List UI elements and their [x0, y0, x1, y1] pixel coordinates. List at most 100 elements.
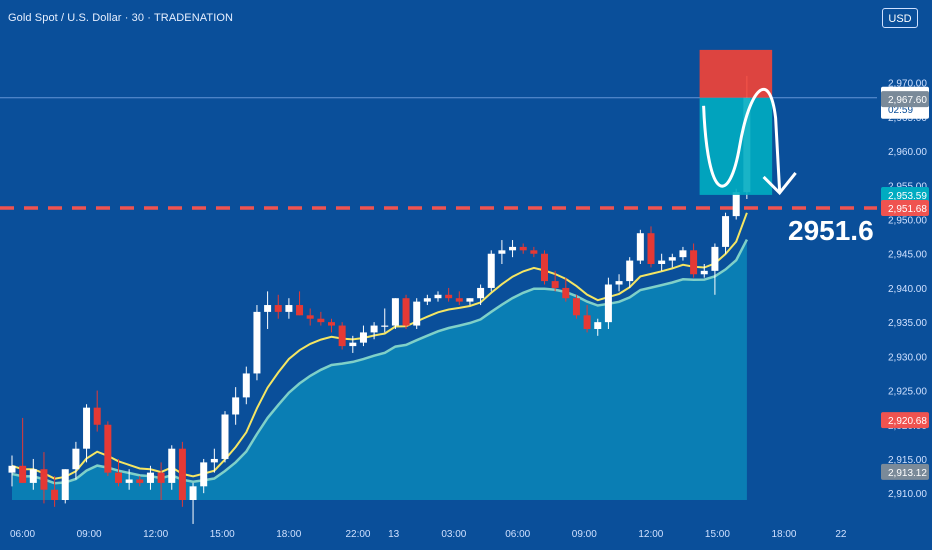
price-tag — [881, 91, 929, 108]
x-tick-label: 12:00 — [638, 529, 663, 540]
candle-body — [690, 250, 698, 275]
candle-body — [626, 260, 634, 282]
candle-body — [487, 253, 495, 288]
y-tick-label: 2,935.00 — [888, 318, 927, 329]
candle-body — [306, 315, 314, 319]
candle-body — [530, 250, 538, 254]
candle-body — [402, 298, 410, 326]
candle-body — [519, 246, 527, 251]
y-tick-label: 2,925.00 — [888, 387, 927, 398]
y-tick-label: 2,970.00 — [888, 79, 927, 90]
candle-body — [679, 250, 687, 258]
candle-body — [711, 246, 719, 271]
candle-body — [434, 294, 442, 299]
candle-body — [604, 284, 612, 323]
candle-body — [296, 305, 304, 316]
candle-body — [51, 489, 59, 500]
x-tick-label: 13 — [388, 529, 400, 540]
candle-body — [391, 298, 399, 326]
ema-slow-line — [11, 239, 749, 485]
chart-title: Gold Spot / U.S. Dollar · 30 · TRADENATI… — [8, 12, 234, 24]
candle-body — [93, 407, 101, 425]
price-tag-label: 2,920.68 — [888, 416, 927, 427]
candle-body — [359, 332, 367, 343]
candle-body — [242, 373, 250, 398]
price-tag-label: 2,953.59 — [888, 191, 927, 202]
candle-body — [445, 294, 453, 299]
y-tick-label: 2,955.00 — [888, 181, 927, 192]
y-tick-label: 2,960.00 — [888, 147, 927, 158]
candle-body — [668, 257, 676, 261]
candle-body — [509, 246, 517, 251]
candle-body — [115, 472, 122, 483]
candle-body — [61, 469, 69, 500]
candle-body — [722, 216, 730, 247]
candle-body — [636, 233, 644, 261]
candle-body — [29, 469, 37, 483]
x-tick-label: 06:00 — [10, 529, 35, 540]
price-tag-label: 2,967.60 — [888, 95, 927, 106]
candle-body — [253, 311, 261, 374]
x-tick-label: 15:00 — [210, 529, 235, 540]
candle-body — [615, 281, 623, 285]
y-tick-label: 2,950.00 — [888, 216, 927, 227]
x-tick-label: 22 — [835, 529, 847, 540]
y-tick-label: 2,940.00 — [888, 284, 927, 295]
candle-body — [381, 325, 389, 327]
price-tag-label: 2,951.68 — [888, 204, 927, 215]
candle-body — [200, 462, 208, 487]
level-label: 2951.6 — [788, 215, 874, 246]
candle-body — [466, 298, 474, 302]
candle-body — [594, 322, 602, 329]
x-tick-label: 09:00 — [572, 529, 597, 540]
y-tick-label: 2,910.00 — [888, 489, 927, 500]
candle-body — [349, 342, 357, 347]
candle-body — [264, 305, 272, 312]
x-tick-label: 18:00 — [771, 529, 796, 540]
candle-body — [40, 469, 48, 490]
candle-body — [541, 253, 548, 282]
x-tick-label: 03:00 — [441, 529, 466, 540]
x-tick-label: 12:00 — [143, 529, 168, 540]
candle-body — [370, 325, 378, 333]
currency-button[interactable]: USD — [882, 8, 918, 28]
candle-body — [285, 305, 293, 312]
candle-body — [498, 250, 506, 254]
candle-body — [157, 472, 165, 483]
price-tag — [881, 412, 929, 429]
y-tick-label: 2,930.00 — [888, 352, 927, 363]
candle-body — [83, 407, 91, 449]
candle-body — [477, 287, 485, 299]
candle-body — [455, 298, 463, 302]
arrow-head-icon — [762, 171, 797, 196]
take-profit-zone — [699, 97, 773, 195]
projection-arrow — [702, 87, 782, 191]
candle-body — [572, 298, 580, 316]
x-tick-label: 18:00 — [276, 529, 301, 540]
y-tick-label: 2,915.00 — [888, 455, 927, 466]
candle-body — [104, 424, 112, 473]
ema-area-fill — [12, 239, 747, 500]
candle-body — [328, 322, 335, 326]
candle-body — [413, 301, 421, 326]
x-tick-label: 15:00 — [705, 529, 730, 540]
price-tag — [881, 200, 929, 217]
candle-body — [178, 448, 186, 500]
candle-body — [232, 397, 240, 415]
candle-body — [338, 325, 346, 347]
candle-body — [732, 192, 740, 217]
candle-body — [562, 287, 570, 299]
candle-body — [19, 465, 27, 483]
candle-body — [317, 318, 325, 323]
ema-fast-line — [11, 212, 748, 480]
x-tick-label: 06:00 — [505, 529, 530, 540]
candle-body — [551, 281, 559, 288]
price-tag — [881, 186, 929, 203]
countdown-label: 02:59 — [888, 105, 913, 116]
candle-body — [210, 458, 218, 463]
candle-body — [221, 414, 229, 459]
candle-body — [658, 260, 666, 264]
candle-body — [274, 305, 282, 312]
